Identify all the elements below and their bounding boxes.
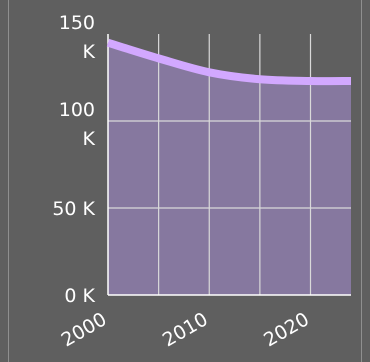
y-tick-label: 100 K	[59, 99, 96, 150]
x-tick-label: 2000	[58, 308, 111, 351]
area-fill	[108, 42, 351, 296]
y-tick-label: 0 K	[64, 285, 95, 307]
right-panel-border	[361, 0, 362, 362]
x-tick-label: 2020	[260, 308, 313, 351]
left-panel-border	[8, 0, 9, 362]
y-tick-label: 150 K	[59, 12, 96, 63]
series-line	[106, 38, 352, 86]
y-tick-label: 50 K	[52, 198, 95, 220]
x-tick-label: 2010	[159, 308, 212, 351]
